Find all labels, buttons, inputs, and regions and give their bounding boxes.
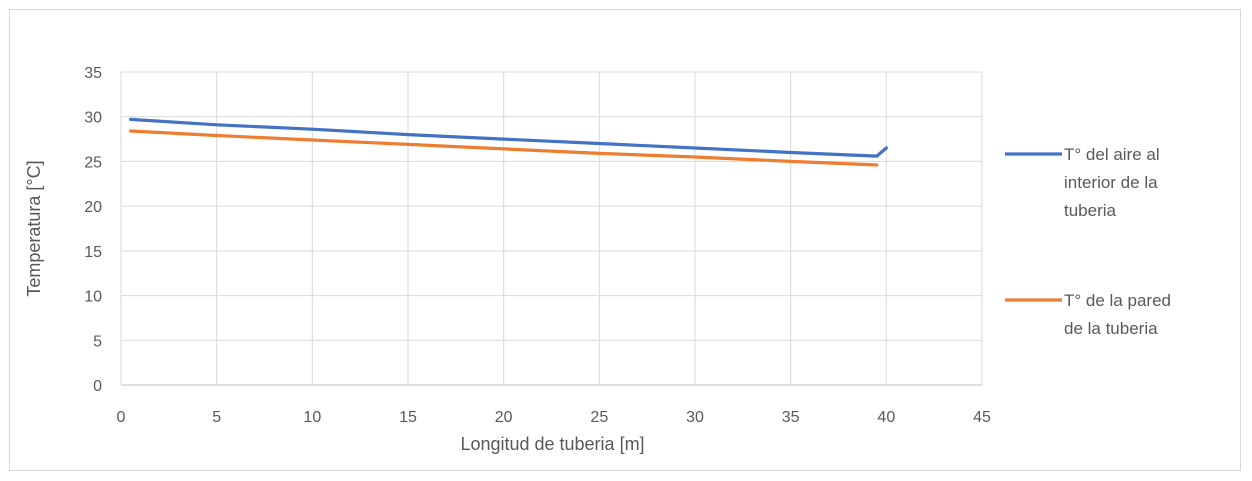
y-tick-label: 15 bbox=[84, 244, 102, 261]
y-axis-title: Temperatura [°C] bbox=[24, 160, 44, 296]
y-axis-ticks: 0 5 10 15 20 25 30 35 bbox=[84, 65, 102, 395]
x-tick-label: 30 bbox=[686, 409, 704, 426]
x-tick-label: 25 bbox=[590, 409, 608, 426]
y-tick-label: 5 bbox=[93, 333, 102, 350]
x-axis-title: Longitud de tuberia [m] bbox=[460, 434, 644, 454]
series-lines bbox=[129, 117, 888, 167]
legend-label-2: T° de la pared de la tuberia bbox=[1064, 291, 1171, 338]
x-tick-label: 5 bbox=[212, 409, 221, 426]
series-line-2 bbox=[129, 129, 879, 167]
x-tick-label: 0 bbox=[117, 409, 126, 426]
x-axis-ticks: 0 5 10 15 20 25 30 35 40 45 bbox=[117, 409, 991, 426]
legend: T° del aire al interior de la tuberia T° de… bbox=[1005, 145, 1171, 338]
x-tick-label: 35 bbox=[782, 409, 800, 426]
y-tick-label: 10 bbox=[84, 289, 102, 306]
y-tick-label: 20 bbox=[84, 199, 102, 216]
y-tick-label: 30 bbox=[84, 110, 102, 127]
y-tick-label: 25 bbox=[84, 154, 102, 171]
x-tick-label: 10 bbox=[303, 409, 321, 426]
chart-frame bbox=[9, 9, 1241, 471]
x-tick-label: 40 bbox=[877, 409, 895, 426]
legend-label-1: T° del aire al interior de la tuberia bbox=[1064, 145, 1160, 220]
x-tick-label: 45 bbox=[973, 409, 991, 426]
y-tick-label: 35 bbox=[84, 65, 102, 82]
y-tick-label: 0 bbox=[93, 378, 102, 395]
x-tick-label: 15 bbox=[399, 409, 417, 426]
series-line-1 bbox=[129, 117, 888, 158]
x-tick-label: 20 bbox=[495, 409, 513, 426]
grid-lines bbox=[120, 71, 983, 386]
